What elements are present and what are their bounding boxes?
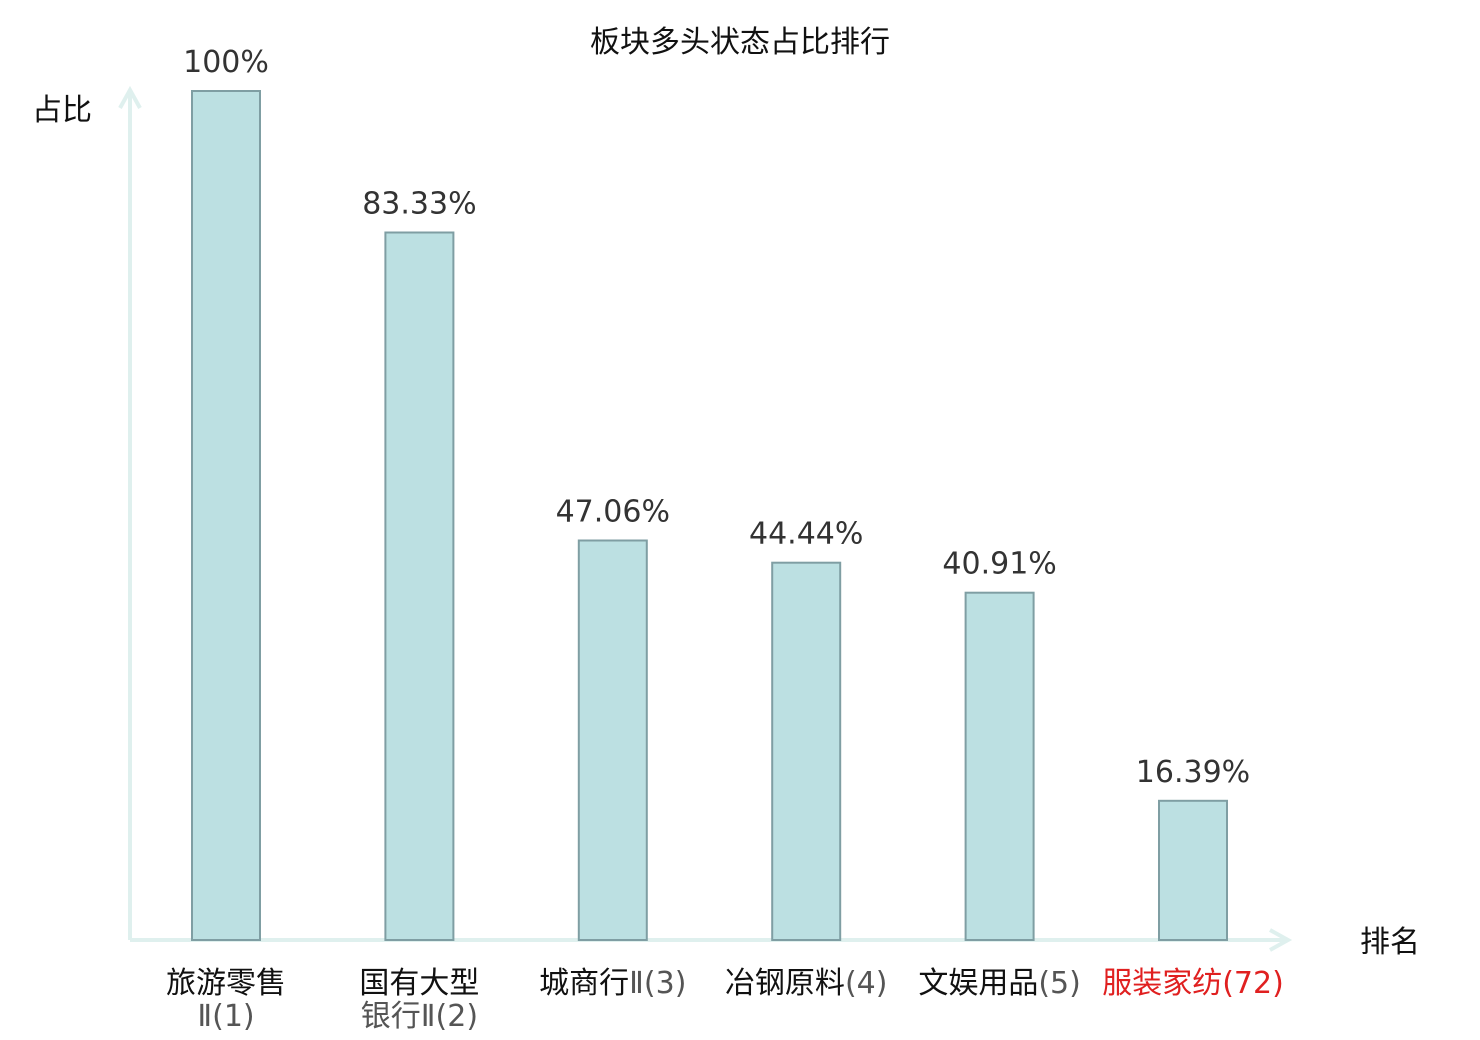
- bar: [191, 90, 261, 941]
- bar-value-label: 16.39%: [1136, 755, 1250, 790]
- x-tick-label: 冶钢原料(4): [725, 966, 888, 1001]
- x-tick-label: 服装家纺(72): [1102, 966, 1284, 1001]
- y-axis-arrow: [118, 85, 142, 109]
- bar: [964, 591, 1035, 941]
- bar: [384, 231, 455, 941]
- bar-value-label: 40.91%: [942, 547, 1056, 582]
- bar-value-label: 47.06%: [556, 495, 670, 530]
- axes: [118, 85, 1293, 952]
- bar-value-label: 44.44%: [749, 517, 863, 552]
- bar: [577, 539, 648, 941]
- x-axis-label: 排名: [1360, 925, 1420, 960]
- bars-group: [191, 90, 1228, 941]
- x-tick-label: 城商行Ⅱ(3): [539, 966, 686, 1001]
- x-tick-label: 国有大型银行Ⅱ(2): [359, 966, 479, 1034]
- x-axis-arrow: [1269, 928, 1293, 952]
- x-tick-label: 文娱用品(5): [918, 966, 1081, 1001]
- bar: [771, 561, 842, 941]
- x-tick-labels-group: 旅游零售 Ⅱ(1) 国有大型银行Ⅱ(2) 城商行Ⅱ(3) 冶钢原料(4) 文娱用品(5) 服…: [166, 966, 1284, 1034]
- x-tick-label: 旅游零售 Ⅱ(1): [166, 966, 286, 1034]
- y-axis-label: 占比: [32, 93, 92, 128]
- bar-value-label: 83.33%: [362, 187, 476, 222]
- value-labels-group: 100% 83.33% 47.06% 44.44% 40.91% 16.39%: [183, 45, 1250, 790]
- bar-value-label: 100%: [183, 45, 269, 80]
- bar: [1158, 799, 1228, 941]
- chart-title: 板块多头状态占比排行: [590, 25, 890, 60]
